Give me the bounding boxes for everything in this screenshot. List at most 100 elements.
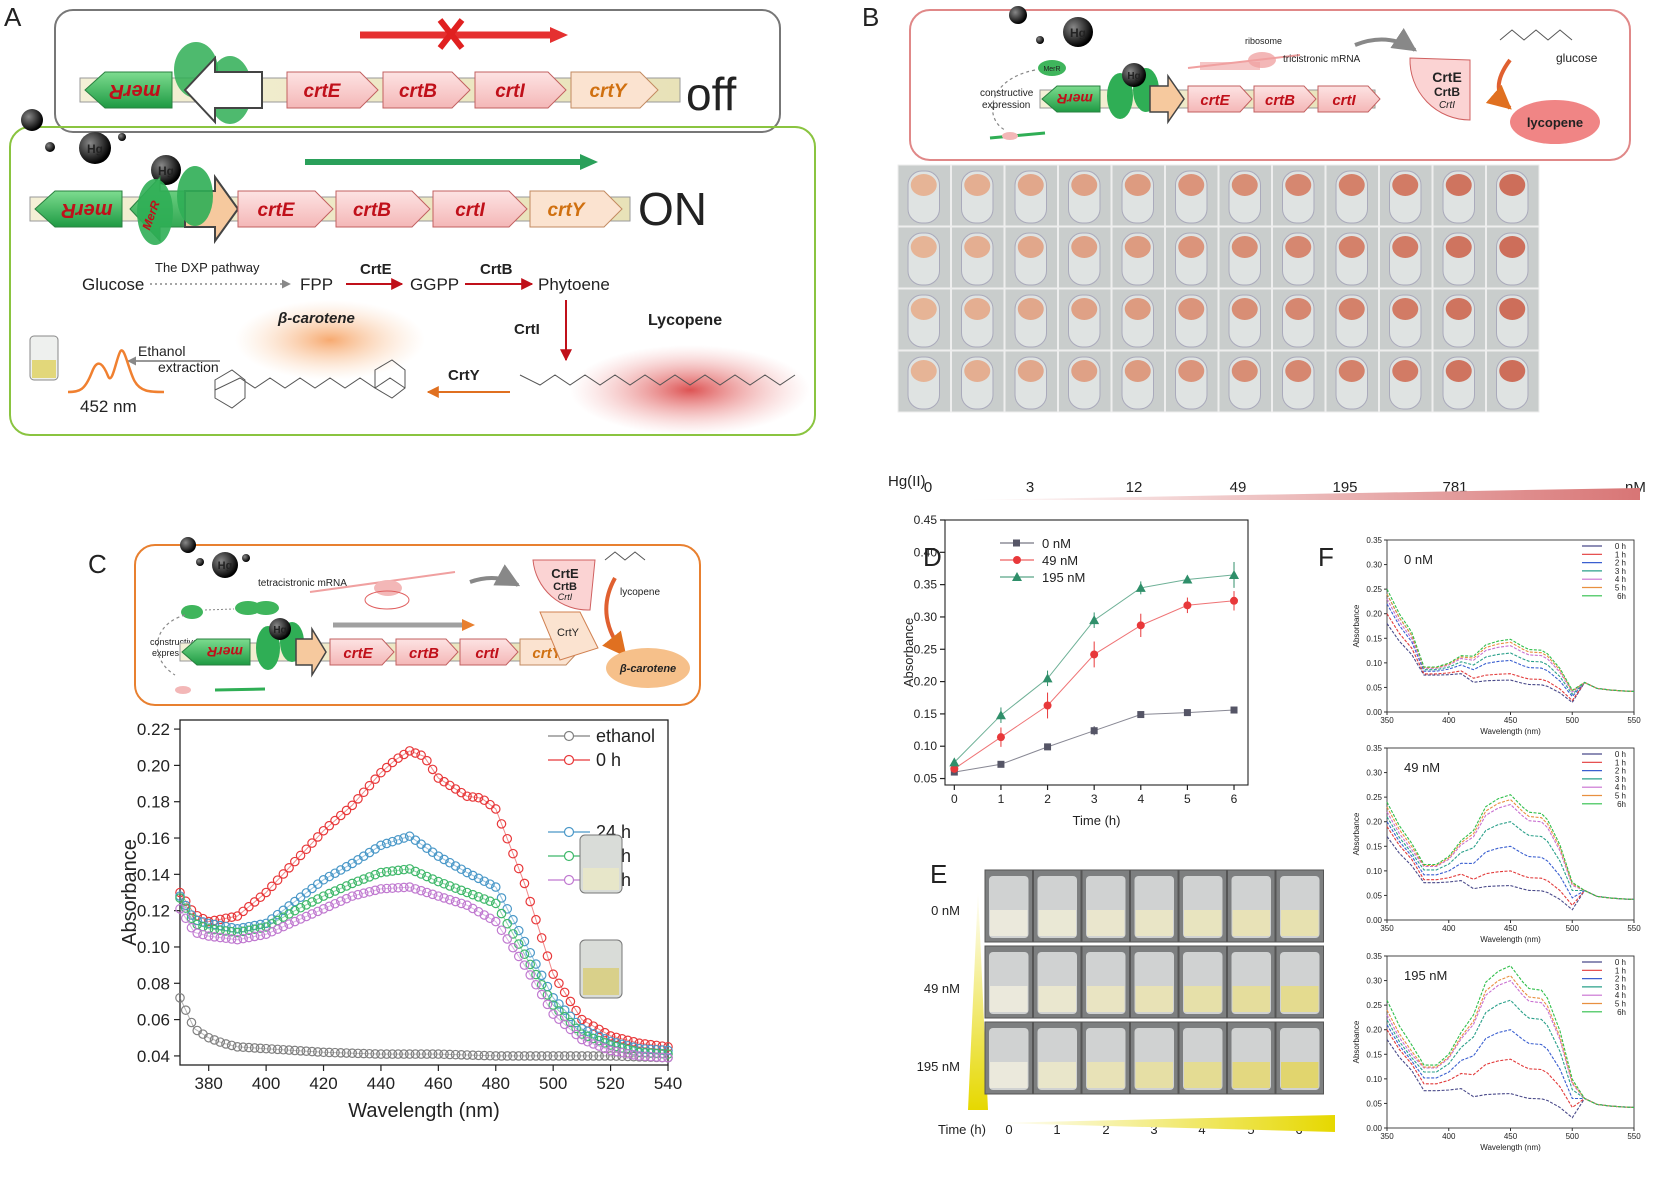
data-point	[496, 925, 507, 936]
data-point	[502, 833, 513, 844]
y-tick-label: 0.35	[1366, 536, 1382, 545]
data-point	[221, 926, 231, 936]
merr-mrna-arrow	[214, 687, 266, 692]
crty-gene-arrow	[570, 71, 659, 109]
data-point	[312, 894, 323, 904]
cell-pellet	[1338, 236, 1365, 258]
crti-gene-label-b: crtI	[1332, 92, 1356, 109]
data-point	[295, 850, 306, 861]
x-tick-label: 500	[1566, 1132, 1580, 1141]
y-tick-label: 0.15	[914, 707, 938, 721]
series-5-h	[1386, 975, 1635, 1108]
legend-label: 0 h	[1615, 750, 1626, 759]
data-point	[422, 887, 432, 898]
concentration-row-label: 195 nM	[917, 1059, 960, 1074]
x-tick-label: 350	[1380, 924, 1394, 933]
vial-liquid-0h	[583, 868, 619, 890]
merr-gene-label: merR	[109, 80, 161, 102]
series-6h	[1386, 588, 1635, 692]
data-point	[577, 1034, 587, 1045]
data-point	[577, 1051, 587, 1061]
crti-enzyme-label-b: CrtI	[1439, 100, 1455, 111]
data-point	[255, 892, 266, 903]
data-point	[433, 1049, 444, 1059]
series-4-h	[1386, 598, 1635, 693]
promoter-arrow-c	[295, 626, 327, 678]
data-point	[605, 1045, 616, 1056]
data-point	[404, 882, 415, 892]
x-tick-label: 5	[1184, 792, 1191, 806]
data-point	[623, 1048, 633, 1059]
data-point	[1229, 569, 1240, 579]
data-point	[221, 1039, 231, 1049]
series-3-h	[1386, 593, 1635, 696]
cell-box-b	[909, 9, 1631, 161]
hg-bound-label-b: Hg	[1127, 71, 1140, 82]
data-point	[341, 1048, 352, 1058]
glucose-to-lycopene-arrow	[1485, 58, 1512, 110]
panel-e-letter: E	[930, 859, 947, 889]
crti-gene-arrow	[474, 71, 567, 109]
cell-pellet	[1231, 174, 1258, 196]
series-line	[179, 997, 669, 1059]
y-tick-label: 0.14	[137, 865, 170, 884]
spectrum-chart-c: 380 400 420 440 460 480 500 520 540 0.04 0.06 0.08 0…	[119, 719, 682, 1122]
data-point	[427, 889, 438, 900]
data-point	[605, 1031, 616, 1041]
hg-concentration-tick: 12	[1126, 479, 1143, 496]
data-point	[485, 1050, 495, 1061]
cell-pellet	[1124, 174, 1151, 196]
data-point	[221, 933, 231, 944]
series-49-nM	[950, 591, 1239, 773]
data-point	[410, 748, 421, 758]
lycopene-to-carotene-arrow	[602, 577, 627, 657]
ribosome-label: ribosome	[1245, 36, 1282, 46]
legend-label: 2 h	[1615, 975, 1626, 984]
data-point	[525, 896, 536, 907]
y-tick-label: 0.18	[137, 793, 170, 812]
crti-gene-label: crtI	[495, 81, 525, 102]
data-point	[1136, 621, 1145, 630]
data-point	[571, 1023, 581, 1034]
cell-pellet	[1071, 236, 1098, 258]
cell-pellet	[1445, 298, 1472, 320]
data-point	[950, 764, 959, 773]
data-point	[249, 924, 260, 934]
data-point	[508, 929, 518, 939]
data-point	[404, 1049, 415, 1059]
data-point	[393, 835, 403, 845]
legend-marker	[563, 874, 575, 886]
chart-title: 49 nM	[1404, 760, 1440, 775]
cell-pellet	[1124, 360, 1151, 382]
data-point	[445, 857, 455, 868]
data-point	[456, 1050, 467, 1060]
y-tick-label: 0.05	[1366, 1099, 1382, 1108]
legend-marker	[563, 754, 575, 766]
data-point	[203, 918, 214, 929]
data-point	[381, 762, 392, 773]
data-point	[249, 920, 260, 931]
phytoene-label: Phytoene	[538, 275, 610, 294]
y-tick-label: 0.10	[1366, 659, 1382, 668]
data-point	[577, 1029, 587, 1039]
mercury-sphere-icon	[118, 133, 126, 141]
y-tick-label: 0.16	[137, 829, 170, 848]
hg-atom-icon	[212, 552, 238, 578]
data-point	[255, 923, 266, 933]
data-point	[496, 908, 507, 919]
series-0-h	[1386, 623, 1635, 704]
crtb-enzyme-label-b: CrtB	[1434, 85, 1460, 99]
data-point	[542, 990, 553, 1000]
data-point	[180, 900, 191, 911]
on-gene-row: merR MerR crtE crtB crtI crtY ON	[34, 166, 707, 245]
data-point	[490, 916, 501, 927]
cell-pellet	[1445, 236, 1472, 258]
legend-label: 4 h	[1615, 575, 1626, 584]
data-point	[301, 1046, 312, 1056]
data-point	[657, 1052, 668, 1063]
y-tick-label: 0.25	[1366, 1001, 1382, 1010]
data-point	[381, 866, 392, 877]
y-axis-label: Absorbance	[1352, 1020, 1361, 1063]
data-point	[370, 869, 380, 880]
crte-enzyme-label-c: CrtE	[551, 566, 579, 581]
